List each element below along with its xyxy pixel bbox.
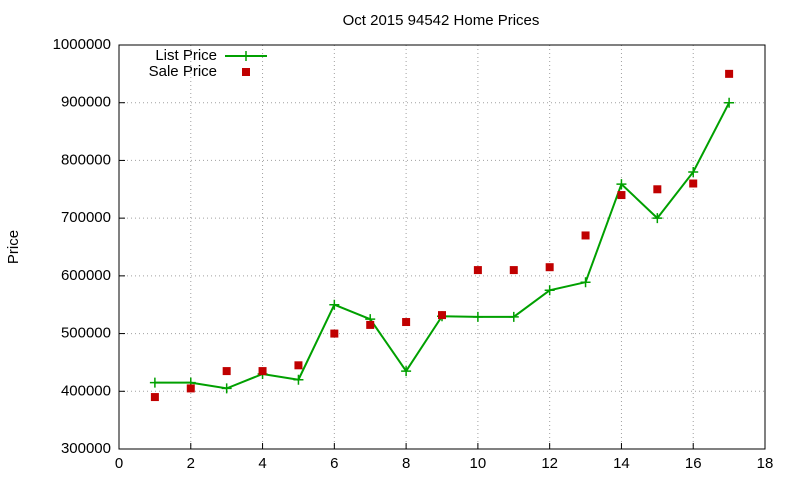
- y-tick-label: 600000: [61, 267, 111, 284]
- x-tick-label: 18: [757, 455, 774, 472]
- point: [509, 266, 518, 275]
- x-tick-label: 14: [613, 455, 630, 472]
- point: [725, 69, 734, 78]
- x-tick-label: 6: [330, 455, 338, 472]
- point: [330, 329, 339, 338]
- legend-label: Sale Price: [149, 63, 217, 80]
- x-tick-label: 12: [541, 455, 558, 472]
- point: [149, 377, 160, 388]
- y-axis-label: Price: [5, 230, 22, 264]
- x-tick-label: 2: [187, 455, 195, 472]
- point: [616, 179, 627, 190]
- point: [544, 285, 555, 296]
- point: [186, 384, 195, 393]
- point: [545, 263, 554, 272]
- point: [293, 374, 304, 385]
- y-tick-label: 400000: [61, 382, 111, 399]
- point: [401, 366, 412, 377]
- point: [472, 311, 483, 322]
- y-tick-label: 900000: [61, 94, 111, 111]
- point: [329, 299, 340, 310]
- point: [580, 277, 591, 288]
- x-tick-label: 4: [258, 455, 266, 472]
- point: [508, 311, 519, 322]
- legend-marker: [241, 51, 251, 61]
- point: [366, 320, 375, 329]
- legend-label: List Price: [155, 47, 217, 64]
- point: [617, 191, 626, 200]
- point: [438, 311, 446, 320]
- point: [688, 166, 699, 177]
- series-line: [154, 102, 730, 390]
- point: [581, 231, 590, 240]
- plot-frame: [118, 44, 766, 450]
- y-tick-label: 700000: [61, 209, 111, 226]
- point: [294, 361, 303, 370]
- point: [222, 367, 231, 376]
- point: [150, 393, 159, 402]
- point: [724, 97, 735, 108]
- legend-marker: [242, 68, 250, 76]
- x-tick-label: 0: [115, 455, 123, 472]
- point: [689, 179, 698, 188]
- x-tick-label: 16: [685, 455, 702, 472]
- point: [221, 383, 232, 394]
- point: [402, 318, 411, 327]
- point: [653, 185, 662, 194]
- y-tick-label: 1000000: [53, 36, 111, 53]
- chart-title: Oct 2015 94542 Home Prices: [343, 12, 540, 29]
- y-tick-label: 300000: [61, 440, 111, 457]
- point: [652, 213, 663, 224]
- point: [258, 367, 267, 376]
- point: [473, 266, 482, 275]
- y-tick-label: 800000: [61, 151, 111, 168]
- y-tick-label: 500000: [61, 325, 111, 342]
- x-tick-label: 8: [402, 455, 410, 472]
- x-tick-label: 10: [470, 455, 487, 472]
